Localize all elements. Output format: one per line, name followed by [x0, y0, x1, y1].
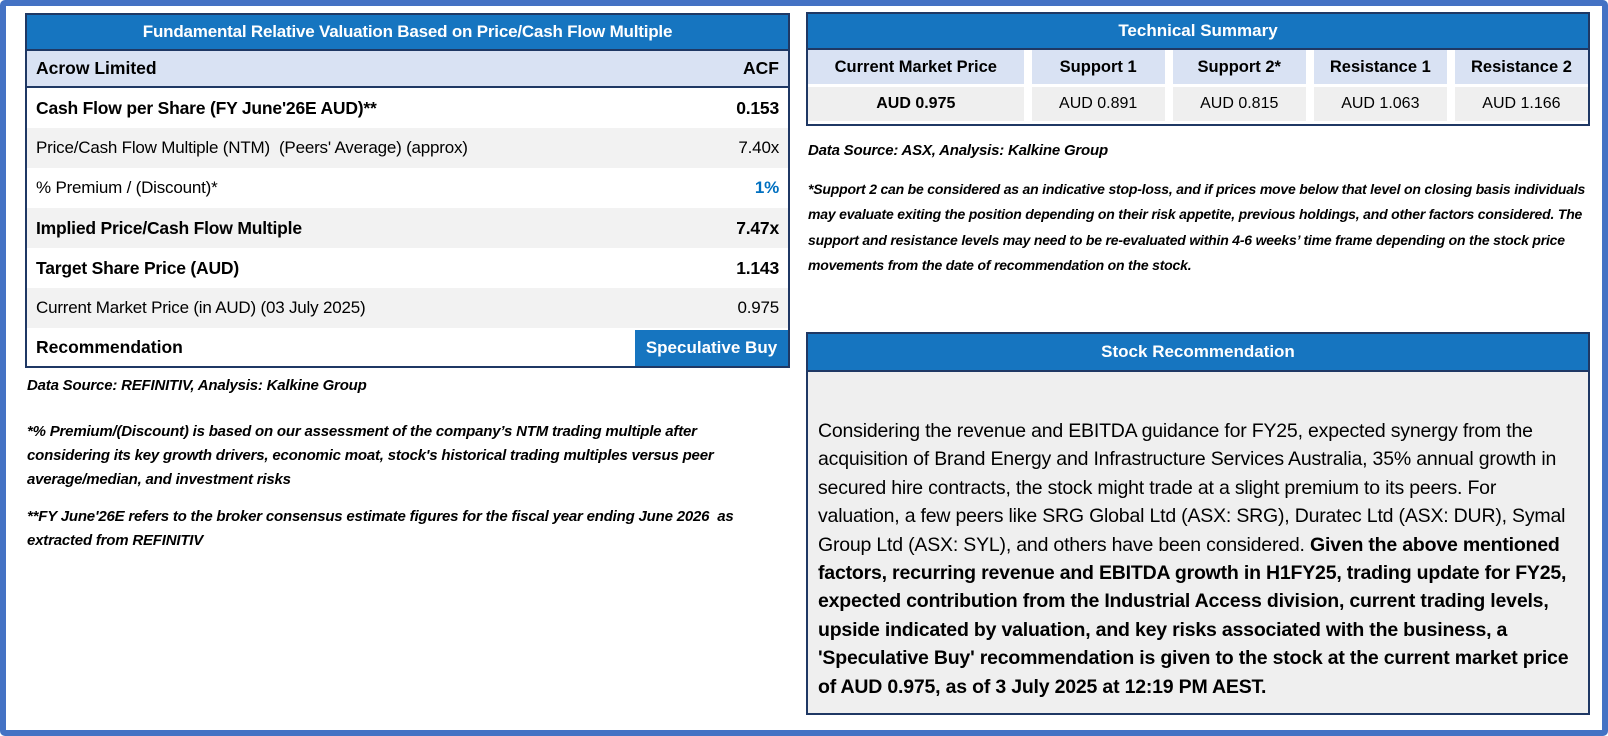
column-support-1: Support 1 AUD 0.891 — [1031, 50, 1165, 121]
table-row-target-share-price: Target Share Price (AUD) 1.143 — [27, 248, 788, 288]
row-value: 0.153 — [736, 97, 779, 118]
valuation-footnote-fy26e: **FY June'26E refers to the broker conse… — [27, 508, 738, 549]
column-support-2: Support 2* AUD 0.815 — [1172, 50, 1306, 121]
row-value: 7.47x — [736, 217, 779, 238]
row-label: Target Share Price (AUD) — [36, 257, 239, 278]
valuation-table: Fundamental Relative Valuation Based on … — [25, 13, 790, 368]
column-header: Resistance 2 — [1454, 50, 1588, 87]
recommendation-badge: Speculative Buy — [635, 330, 788, 366]
technical-summary-table: Technical Summary Current Market Price A… — [806, 12, 1590, 126]
valuation-data-source: Data Source: REFINITIV, Analysis: Kalkin… — [27, 377, 367, 394]
row-label: % Premium / (Discount)* — [36, 178, 218, 197]
row-label: Cash Flow per Share (FY June'26E AUD)** — [36, 97, 377, 118]
recommendation-text-bold: Given the above mentioned factors, recur… — [818, 533, 1569, 698]
column-header: Support 1 — [1031, 50, 1165, 87]
stock-recommendation-body: Considering the revenue and EBITDA guida… — [808, 372, 1588, 701]
table-row-price-cash-flow-multiple: Price/Cash Flow Multiple (NTM) (Peers' A… — [27, 128, 788, 168]
table-row-implied-multiple: Implied Price/Cash Flow Multiple 7.47x — [27, 208, 788, 248]
valuation-company-row: Acrow Limited ACF — [27, 51, 788, 88]
column-value: AUD 0.891 — [1031, 87, 1165, 121]
column-header: Current Market Price — [808, 50, 1024, 87]
technical-summary-title: Technical Summary — [808, 14, 1588, 50]
column-value: AUD 1.166 — [1454, 87, 1588, 121]
column-value: AUD 0.975 — [808, 87, 1024, 121]
column-header: Support 2* — [1172, 50, 1306, 87]
row-value: 1.143 — [736, 257, 779, 278]
row-label: Current Market Price (in AUD) (03 July 2… — [36, 298, 366, 317]
table-row-premium-discount: % Premium / (Discount)* 1% — [27, 168, 788, 208]
column-resistance-1: Resistance 1 AUD 1.063 — [1313, 50, 1447, 121]
row-value: 7.40x — [738, 138, 779, 157]
technical-summary-footnotes: Data Source: ASX, Analysis: Kalkine Grou… — [808, 138, 1590, 279]
column-current-market-price: Current Market Price AUD 0.975 — [808, 50, 1024, 121]
valuation-footnote-premium: *% Premium/(Discount) is based on our as… — [27, 423, 718, 488]
stock-recommendation-title: Stock Recommendation — [808, 334, 1588, 372]
valuation-table-title: Fundamental Relative Valuation Based on … — [27, 15, 788, 51]
recommendation-text-regular: Considering the revenue and EBITDA guida… — [818, 420, 1566, 556]
company-name: Acrow Limited — [36, 58, 157, 78]
column-header: Resistance 1 — [1313, 50, 1447, 87]
table-row-recommendation: Recommendation Speculative Buy — [27, 328, 788, 366]
technical-footnote-support2: *Support 2 can be considered as an indic… — [808, 180, 1589, 274]
row-value-premium: 1% — [754, 178, 779, 197]
technical-data-source: Data Source: ASX, Analysis: Kalkine Grou… — [808, 142, 1108, 159]
valuation-footnotes: Data Source: REFINITIV, Analysis: Kalkin… — [27, 374, 769, 553]
ticker-code: ACF — [743, 58, 779, 78]
row-label: Implied Price/Cash Flow Multiple — [36, 217, 302, 238]
row-label: Price/Cash Flow Multiple (NTM) (Peers' A… — [36, 138, 468, 157]
technical-summary-columns: Current Market Price AUD 0.975 Support 1… — [808, 50, 1588, 124]
column-value: AUD 0.815 — [1172, 87, 1306, 121]
column-value: AUD 1.063 — [1313, 87, 1447, 121]
recommendation-label: Recommendation — [36, 336, 183, 357]
stock-recommendation-panel: Stock Recommendation Considering the rev… — [806, 332, 1590, 715]
row-value: 0.975 — [737, 298, 779, 317]
table-row-cash-flow-per-share: Cash Flow per Share (FY June'26E AUD)** … — [27, 88, 788, 128]
column-resistance-2: Resistance 2 AUD 1.166 — [1454, 50, 1588, 121]
table-row-current-market-price: Current Market Price (in AUD) (03 July 2… — [27, 288, 788, 328]
